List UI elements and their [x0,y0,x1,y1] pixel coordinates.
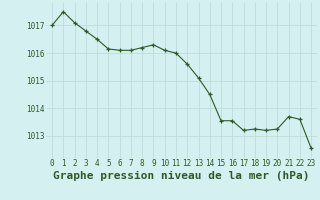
X-axis label: Graphe pression niveau de la mer (hPa): Graphe pression niveau de la mer (hPa) [53,171,310,181]
